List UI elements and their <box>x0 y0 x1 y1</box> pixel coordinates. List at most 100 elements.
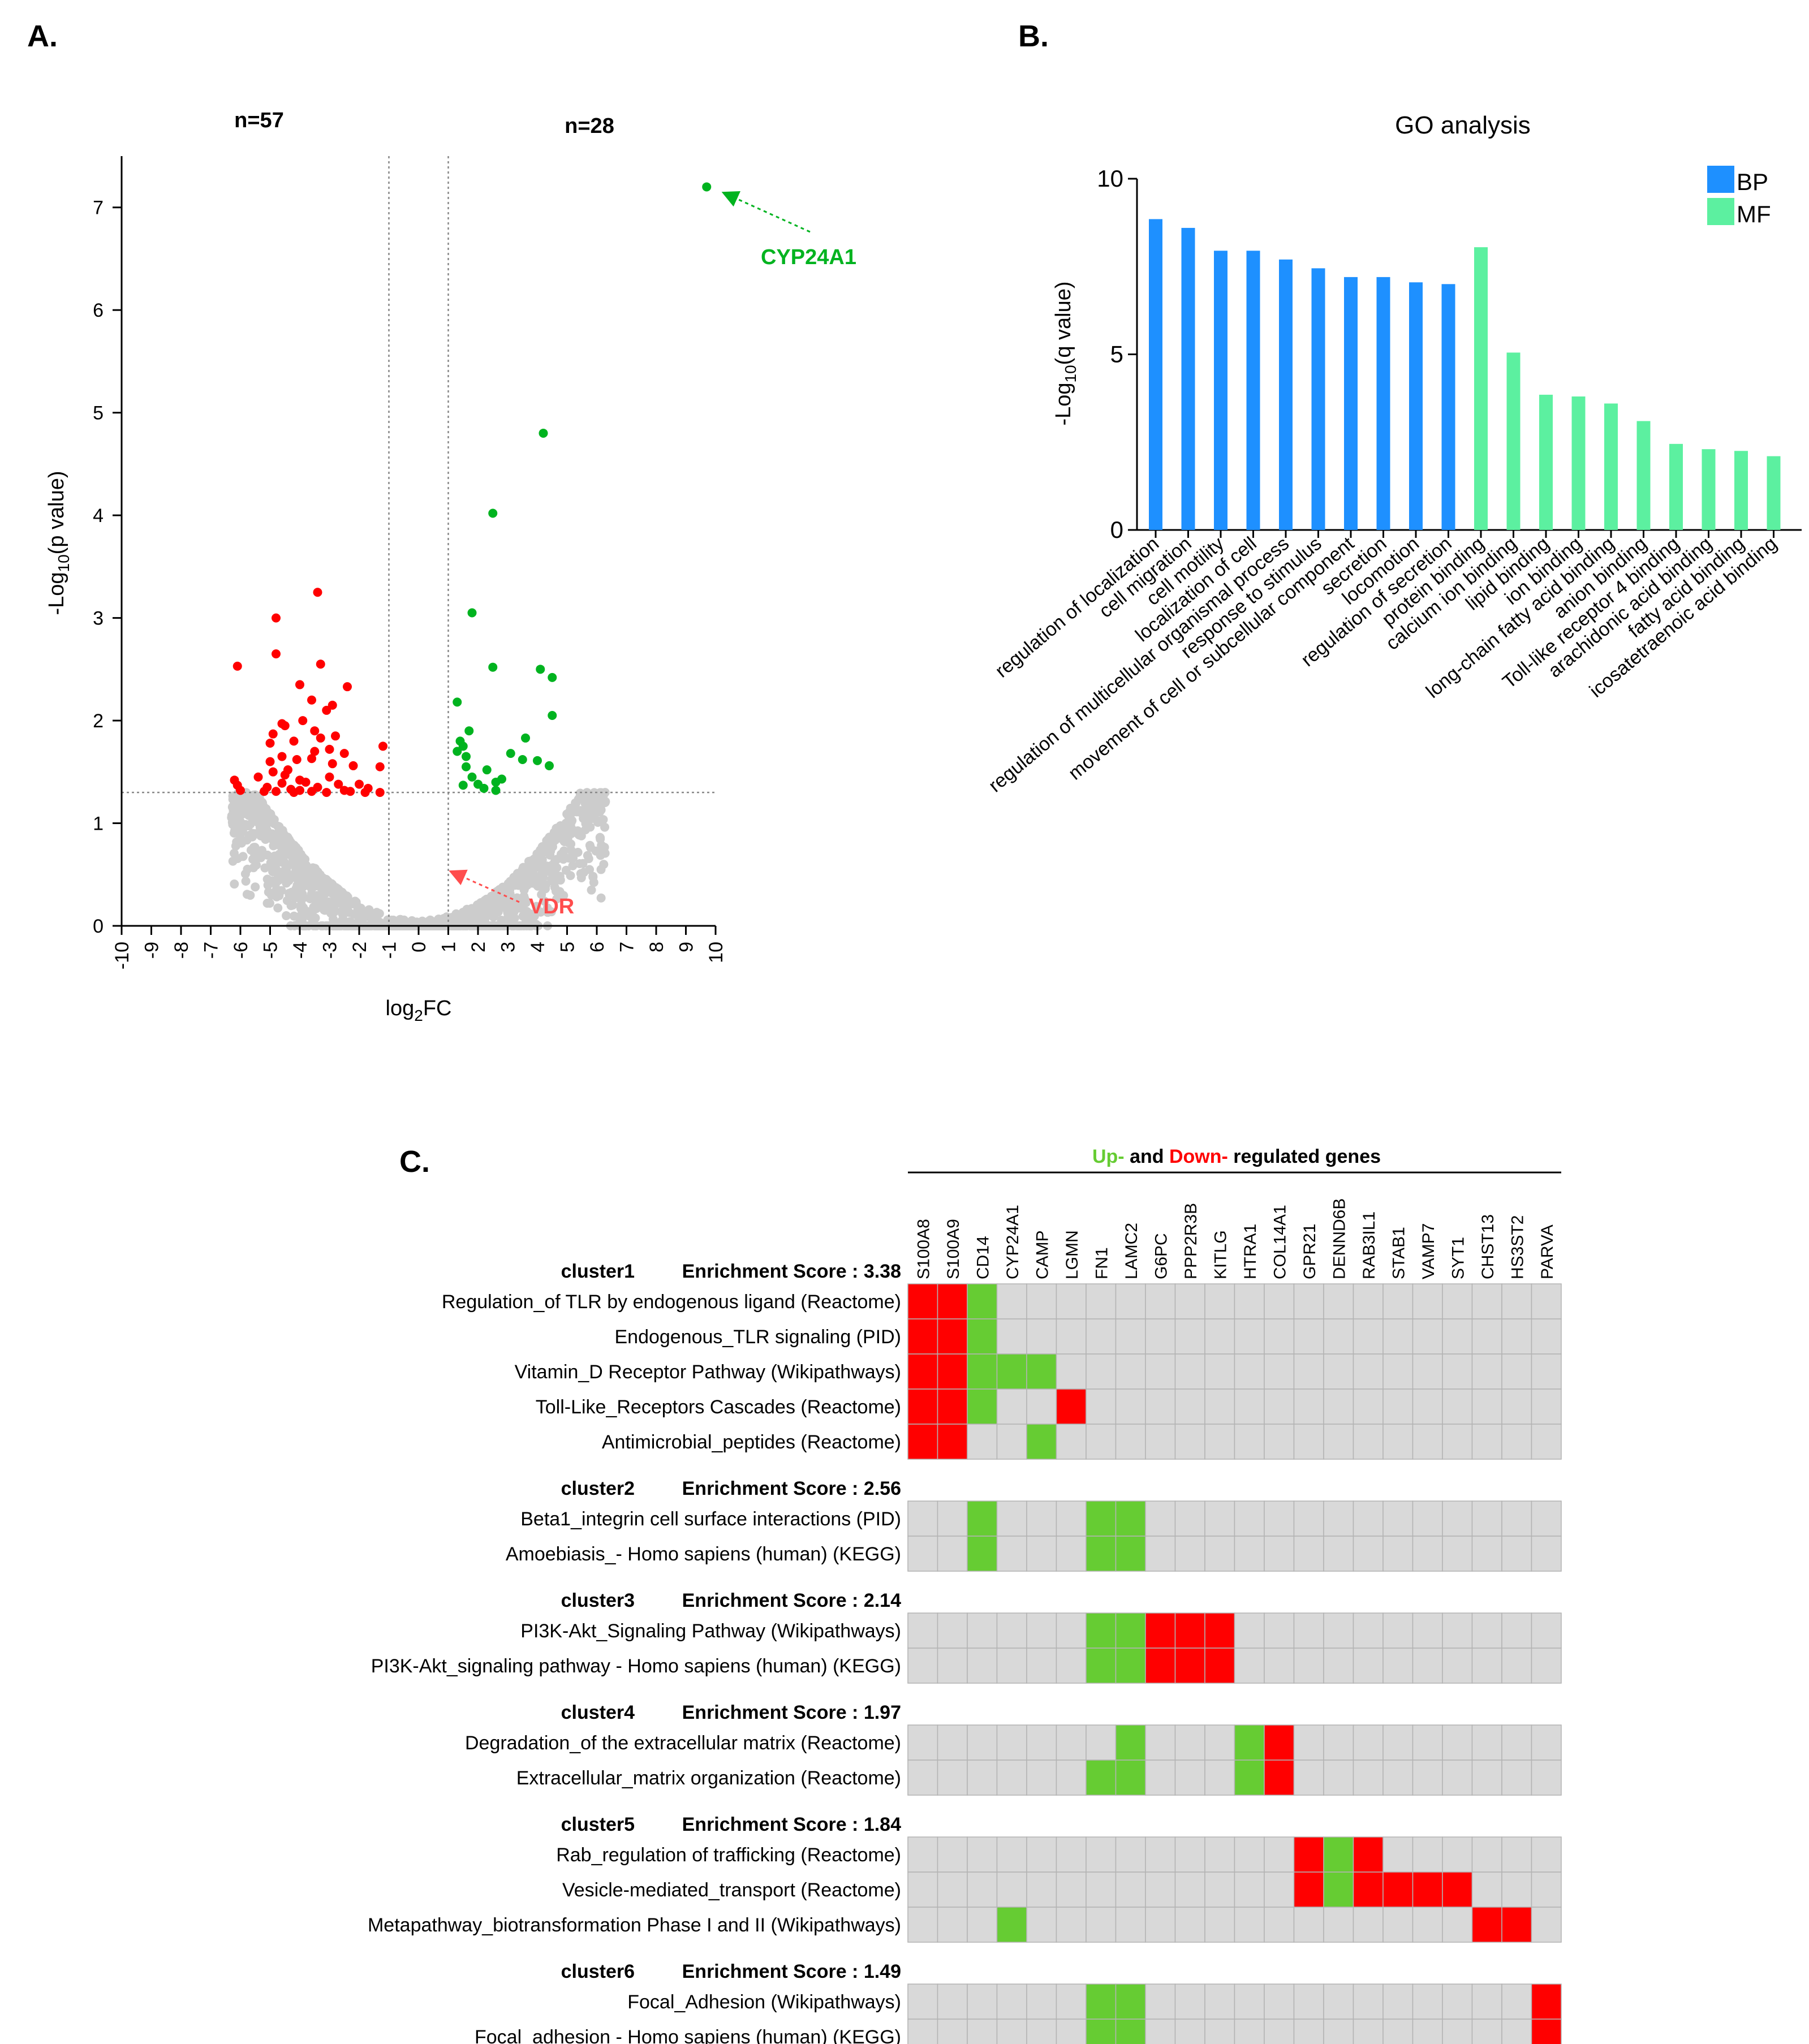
go-bar <box>1636 421 1651 530</box>
cell-up <box>1234 1760 1265 1796</box>
cell-up <box>1115 1612 1146 1649</box>
cell-empty <box>1501 1536 1532 1572</box>
cell-empty <box>1056 1424 1087 1460</box>
cell-empty <box>1174 1836 1205 1873</box>
ns-point <box>552 894 562 904</box>
cell-empty <box>1293 1500 1324 1537</box>
go-bar <box>1311 268 1325 530</box>
go-bar <box>1604 403 1618 530</box>
cell-down <box>1382 1871 1414 1908</box>
ns-point <box>269 819 279 829</box>
y-tick-label: 3 <box>93 608 104 629</box>
cell-down <box>1145 1612 1176 1649</box>
cell-empty <box>1382 1612 1414 1649</box>
cell-empty <box>1145 1983 1176 2020</box>
cell-up <box>1323 1871 1354 1908</box>
cyp24a1-arrow <box>721 191 811 233</box>
ns-point <box>326 907 336 916</box>
ns-point <box>515 876 524 886</box>
cell-empty <box>1323 1760 1354 1796</box>
ns-point <box>533 863 543 872</box>
ns-point <box>256 831 266 841</box>
x-tick-label: 10 <box>705 942 727 963</box>
ns-point <box>238 852 248 861</box>
cell-empty <box>996 1871 1027 1908</box>
down-point <box>343 682 352 692</box>
y-label-sub: 10 <box>55 554 72 572</box>
cell-empty <box>1115 1424 1146 1460</box>
ns-point <box>241 876 251 886</box>
cell-empty <box>1026 1500 1057 1537</box>
x-tick-label: -3 <box>320 942 341 959</box>
ns-point <box>273 857 283 866</box>
ns-point <box>596 865 606 874</box>
cell-empty <box>1412 1724 1443 1761</box>
down-point <box>355 779 364 789</box>
cell-empty <box>967 1760 998 1796</box>
cell-empty <box>907 1612 938 1649</box>
cell-empty <box>1323 1648 1354 1684</box>
cell-empty <box>996 1283 1027 1319</box>
cell-empty <box>1471 1836 1502 1873</box>
cluster-enrichment-score: Enrichment Score : 1.49 <box>682 1961 901 1982</box>
down-point <box>313 588 322 597</box>
cell-empty <box>1382 1648 1414 1684</box>
cell-down <box>1204 1648 1235 1684</box>
cell-empty <box>1115 1871 1146 1908</box>
cell-empty <box>1531 1724 1562 1761</box>
cell-empty <box>1234 1353 1265 1390</box>
ns-point <box>228 820 238 829</box>
cell-down <box>1471 1907 1502 1943</box>
cell-empty <box>1174 1424 1205 1460</box>
ns-point <box>242 890 252 899</box>
cell-empty <box>1471 1648 1502 1684</box>
cell-empty <box>1323 1283 1354 1319</box>
cell-empty <box>1086 1353 1117 1390</box>
down-point <box>289 736 299 746</box>
cell-empty <box>1501 1648 1532 1684</box>
down-point <box>334 779 343 789</box>
ns-point <box>510 913 519 923</box>
ns-point <box>561 865 571 875</box>
go-y-tick-label: 5 <box>1110 341 1123 368</box>
cluster-name: cluster4 <box>561 1702 635 1723</box>
cell-down <box>937 1353 968 1390</box>
cell-empty <box>1442 1648 1473 1684</box>
cell-empty <box>1531 1318 1562 1355</box>
cell-empty <box>1353 1500 1384 1537</box>
cell-empty <box>1501 1283 1532 1319</box>
ns-point <box>266 890 276 900</box>
cell-empty <box>1471 1353 1502 1390</box>
gene-label: S100A9 <box>944 1219 963 1279</box>
cell-empty <box>1264 1836 1295 1873</box>
up-point <box>521 733 530 743</box>
cell-empty <box>1471 1283 1502 1319</box>
cell-empty <box>1026 1983 1057 2020</box>
cell-down <box>1293 1871 1324 1908</box>
cell-empty <box>996 1724 1027 1761</box>
cell-empty <box>1382 1424 1414 1460</box>
heatmap-body: cluster1 Enrichment Score : 3.38 Regulatio… <box>368 1261 1562 2044</box>
down-point <box>295 680 304 689</box>
cell-empty <box>1293 1536 1324 1572</box>
cell-empty <box>1234 1318 1265 1355</box>
cell-empty <box>937 1836 968 1873</box>
cell-empty <box>1501 1983 1532 2020</box>
ns-point <box>596 893 606 903</box>
cell-up <box>1086 1983 1117 2020</box>
cell-empty <box>1471 1612 1502 1649</box>
cell-empty <box>1501 1424 1532 1460</box>
cell-empty <box>1412 1424 1443 1460</box>
cell-empty <box>1026 1648 1057 1684</box>
x-tick-label: -2 <box>349 942 371 959</box>
ns-point <box>250 843 260 852</box>
cell-empty <box>967 2019 998 2044</box>
legend-swatch-bp <box>1707 166 1734 193</box>
ns-point <box>551 886 561 896</box>
down-point <box>316 659 325 669</box>
ns-point <box>282 911 291 921</box>
cell-down <box>1442 1871 1473 1908</box>
pathway-label: Beta1_integrin cell surface interactions… <box>520 1508 901 1530</box>
cell-down <box>937 1318 968 1355</box>
pathway-label: Vesicle-mediated_transport (Reactome) <box>562 1879 901 1901</box>
